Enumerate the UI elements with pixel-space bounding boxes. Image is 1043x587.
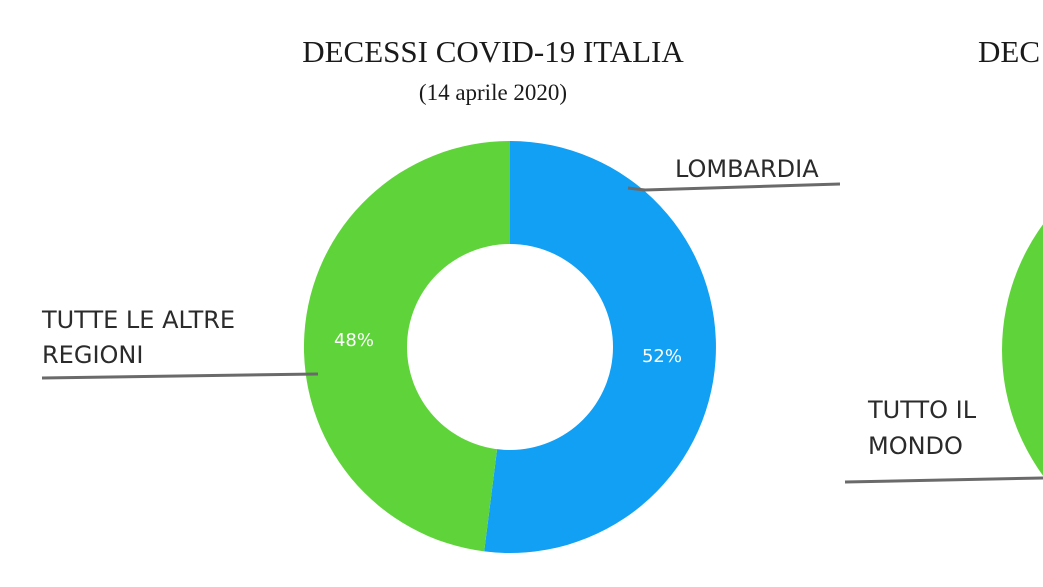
legend-label-altre-regioni-line1: TUTTE LE ALTRE — [41, 306, 235, 334]
donut-hole — [407, 244, 613, 450]
chart-title: DECESSI COVID-19 ITALIA — [302, 34, 684, 69]
chart2-title-partial: DEC — [978, 34, 1040, 69]
legend-label-tutto-il-mondo-line1: TUTTO IL — [867, 396, 977, 424]
leader-line-tutto-il-mondo — [844, 476, 1043, 484]
data-label-lombardia: 52% — [642, 346, 682, 367]
data-label-altre-regioni: 48% — [334, 330, 374, 351]
leader-line-lombardia — [627, 182, 841, 192]
donut-slice-altre-regioni — [303, 141, 510, 552]
legend-label-altre-regioni-line2: REGIONI — [42, 341, 143, 369]
legend-label-lombardia: LOMBARDIA — [675, 155, 819, 183]
chart-subtitle: (14 aprile 2020) — [419, 80, 567, 105]
legend-label-tutto-il-mondo-line2: MONDO — [868, 432, 963, 460]
donut2-slice-tutto-il-mondo — [1002, 224, 1043, 476]
leader-line-altre-regioni — [41, 372, 319, 380]
